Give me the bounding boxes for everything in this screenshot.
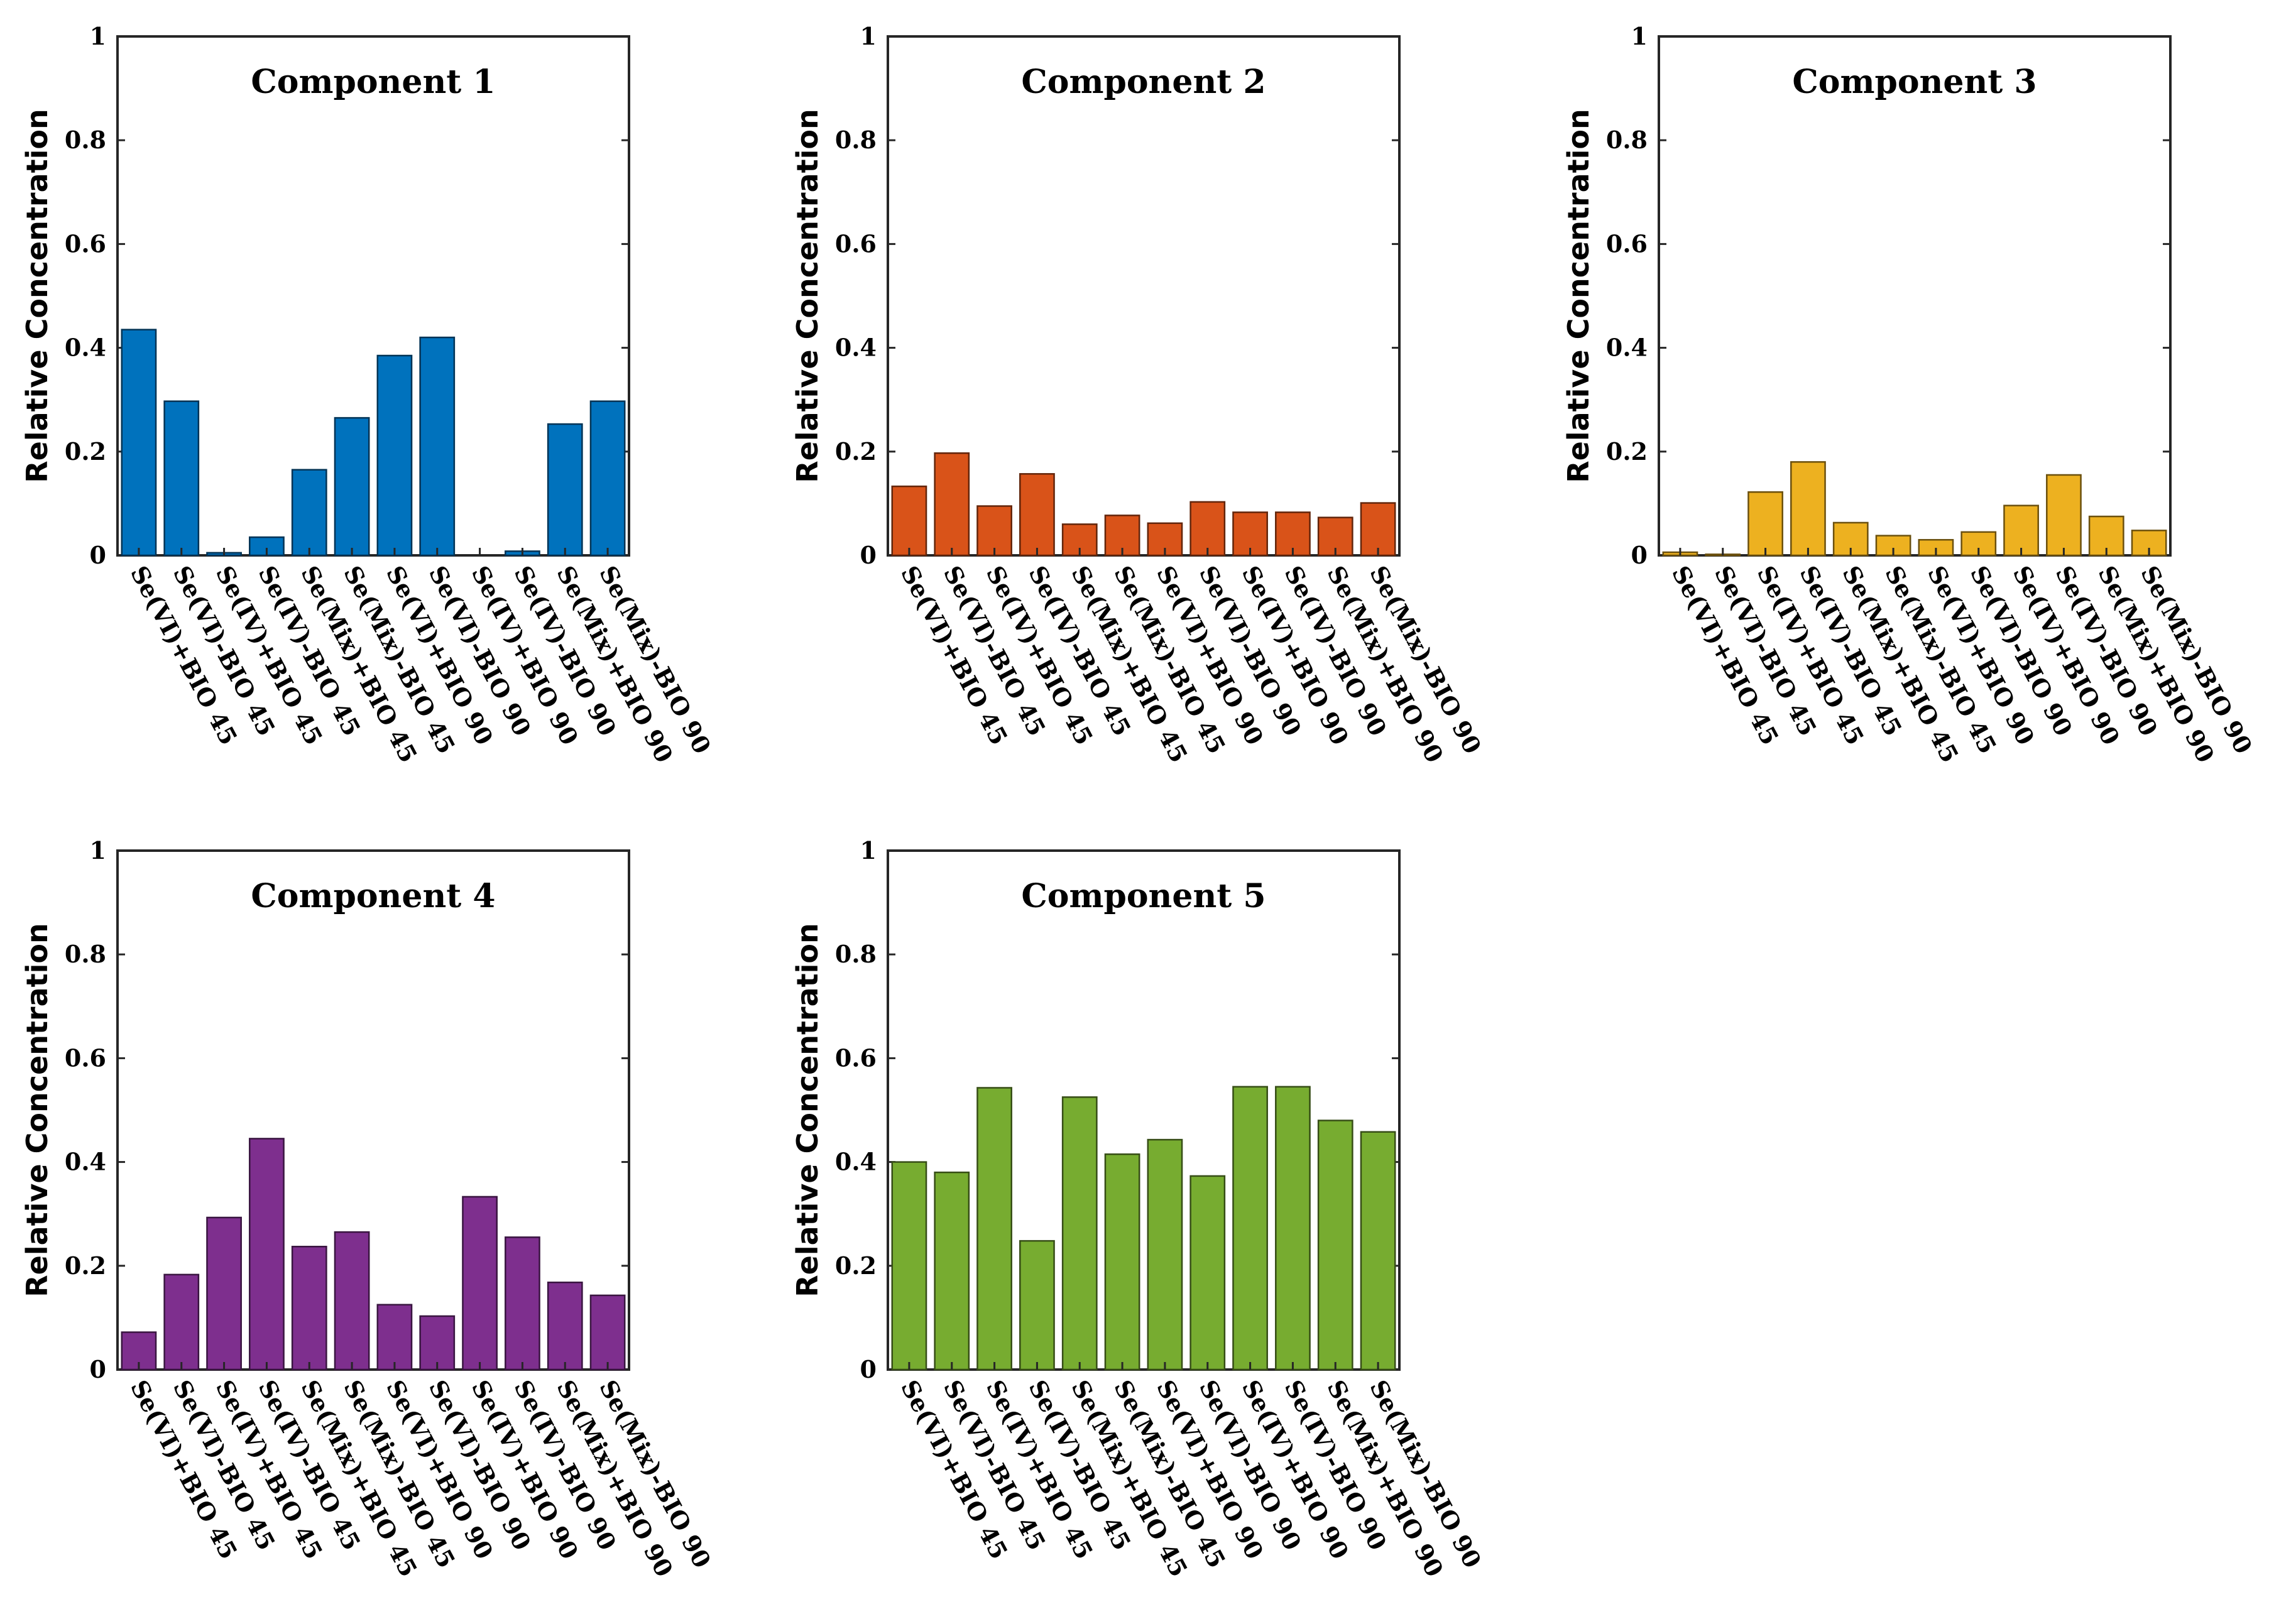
y-tick-label: 0.4: [65, 334, 106, 362]
bar: [547, 423, 583, 557]
y-tick-label: 0.8: [1606, 126, 1648, 154]
y-tick-label: 0.6: [835, 1044, 877, 1072]
bar: [1832, 521, 1869, 557]
bar: [376, 1304, 413, 1371]
bar: [291, 469, 327, 557]
bar: [1019, 1240, 1055, 1371]
plot-frame: [887, 849, 1401, 1371]
bar: [163, 400, 200, 557]
y-tick-label: 0.4: [1606, 334, 1648, 362]
bar: [334, 1231, 370, 1371]
y-tick-label: 0.2: [1606, 437, 1648, 466]
bar: [1189, 1175, 1226, 1371]
y-tick-label: 0: [90, 541, 106, 569]
bar: [1790, 461, 1826, 557]
bar: [1232, 511, 1268, 557]
y-axis-label: Relative Concentration: [1561, 109, 1595, 483]
bar: [419, 336, 456, 557]
y-tick-label: 0.8: [65, 940, 106, 968]
y-tick-label: 1: [1631, 22, 1648, 50]
y-tick-label: 0.4: [65, 1148, 106, 1176]
bar: [1317, 1120, 1353, 1371]
y-tick-label: 0.2: [65, 437, 106, 466]
y-tick-label: 0.8: [65, 126, 106, 154]
bar: [1019, 473, 1055, 557]
chart-title: Component 1: [251, 63, 495, 101]
bar: [2003, 504, 2039, 557]
bar: [163, 1273, 200, 1371]
bar: [1275, 1086, 1311, 1371]
bar: [206, 1216, 242, 1371]
y-tick-label: 0.8: [835, 126, 877, 154]
bar: [589, 1294, 626, 1371]
y-tick-label: 0: [860, 1355, 877, 1383]
bar: [505, 1236, 540, 1371]
y-axis-label: Relative Concentration: [790, 923, 824, 1297]
plot-frame: [887, 35, 1401, 557]
bar: [249, 1138, 285, 1371]
bar: [934, 1171, 970, 1371]
bar: [1061, 1096, 1098, 1371]
y-tick-label: 0: [1631, 541, 1648, 569]
plot-frame: [1658, 35, 2172, 557]
bar: [462, 1196, 498, 1371]
chart-title: Component 4: [251, 877, 495, 915]
bar: [891, 485, 927, 557]
bar: [976, 1087, 1012, 1371]
y-tick-label: 0: [90, 1355, 106, 1383]
bar: [1360, 502, 1396, 557]
bar: [891, 1161, 927, 1371]
bar: [121, 329, 157, 557]
bar: [1189, 501, 1226, 557]
bar: [976, 505, 1012, 557]
bar: [334, 417, 370, 557]
bar: [1360, 1131, 1396, 1371]
y-axis-label: Relative Concentration: [20, 109, 54, 483]
y-tick-label: 0.6: [65, 229, 106, 258]
bar: [1747, 491, 1783, 557]
y-axis-label: Relative Concentration: [790, 109, 824, 483]
bar: [1104, 1153, 1140, 1371]
y-tick-label: 0: [860, 541, 877, 569]
chart-title: Component 5: [1021, 877, 1266, 915]
bar: [547, 1281, 583, 1371]
y-tick-label: 0.2: [835, 437, 877, 466]
chart-title: Component 3: [1792, 63, 2037, 101]
y-tick-label: 0.6: [1606, 229, 1648, 258]
bar: [1232, 1086, 1268, 1371]
y-tick-label: 0.2: [835, 1251, 877, 1280]
y-tick-label: 0.2: [65, 1251, 106, 1280]
y-tick-label: 0.4: [835, 1148, 877, 1176]
bar: [291, 1245, 327, 1371]
bar: [2046, 474, 2082, 557]
y-tick-label: 1: [90, 22, 106, 50]
y-tick-label: 1: [860, 836, 877, 864]
bar: [934, 452, 970, 557]
chart-title: Component 2: [1021, 63, 1266, 101]
bar: [1147, 1138, 1183, 1371]
plot-frame: [116, 849, 630, 1371]
bar: [589, 400, 626, 557]
y-axis-label: Relative Concentration: [20, 923, 54, 1297]
bar: [376, 354, 413, 557]
plot-frame: [116, 35, 630, 557]
y-tick-label: 0.4: [835, 334, 877, 362]
bar: [419, 1315, 456, 1371]
y-tick-label: 1: [90, 836, 106, 864]
y-tick-label: 0.6: [65, 1044, 106, 1072]
y-tick-label: 1: [860, 22, 877, 50]
y-tick-label: 0.8: [835, 940, 877, 968]
y-tick-label: 0.6: [835, 229, 877, 258]
